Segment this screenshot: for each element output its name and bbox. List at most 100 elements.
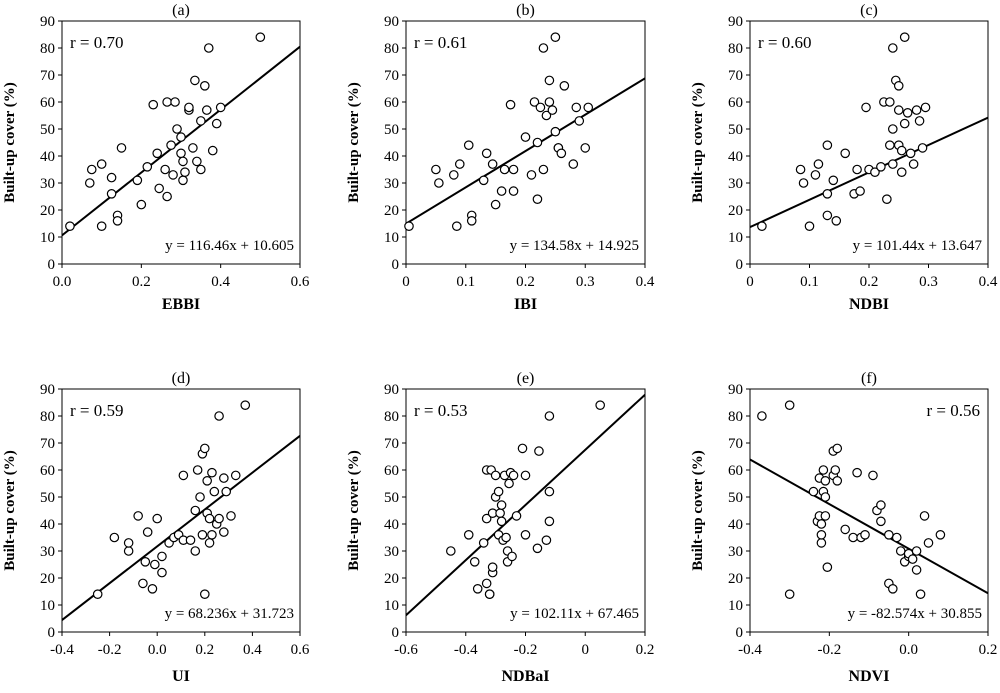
data-point <box>157 551 167 562</box>
data-point <box>496 516 507 527</box>
x-tick-label: 0.4 <box>636 274 655 290</box>
data-point <box>808 486 819 497</box>
data-point <box>219 527 229 537</box>
data-point <box>148 99 159 110</box>
data-point <box>861 102 871 113</box>
x-tick-label: -0.2 <box>98 642 122 658</box>
data-point <box>454 159 465 169</box>
y-tick-label: 60 <box>384 463 399 479</box>
data-point <box>860 529 870 540</box>
data-point <box>544 75 555 86</box>
data-point <box>490 199 501 210</box>
scatter-panel-a: (a) 0 10 20 30 40 50 60 70 80 90 0.0 0.2 0.4 0.6 EBBI Bu… <box>2 2 310 313</box>
data-point <box>166 140 176 150</box>
data-point <box>935 529 946 540</box>
data-point <box>150 559 160 570</box>
x-axis-label: NDBI <box>849 296 889 313</box>
y-tick-label: 10 <box>384 230 399 246</box>
correlation-label: r = 0.70 <box>70 33 124 52</box>
x-tick-label: 0.2 <box>516 274 535 290</box>
data-point <box>472 583 483 594</box>
data-point <box>484 589 495 599</box>
data-point <box>517 443 528 454</box>
data-point <box>168 170 178 180</box>
data-point <box>196 164 206 175</box>
data-point <box>201 105 212 115</box>
data-point <box>544 97 555 107</box>
data-point <box>508 164 519 175</box>
regression-equation: y = 68.236x + 31.723 <box>165 606 294 622</box>
correlation-label: r = 0.60 <box>758 33 812 52</box>
x-tick-label: -0.6 <box>394 642 418 658</box>
data-point <box>116 143 127 153</box>
data-point <box>192 156 202 167</box>
y-tick-label: 10 <box>728 598 743 614</box>
data-point <box>496 186 507 196</box>
data-point <box>192 465 203 475</box>
y-tick-label: 50 <box>40 490 55 506</box>
data-point <box>448 170 459 180</box>
data-point <box>487 159 498 169</box>
data-point <box>481 578 492 589</box>
data-point <box>820 475 831 486</box>
y-tick-label: 70 <box>728 68 743 84</box>
data-point <box>559 81 570 91</box>
data-point <box>520 132 531 142</box>
data-point <box>215 102 226 113</box>
data-point <box>214 411 224 421</box>
scatter-panel-f: (f) 0 10 20 30 40 50 60 70 80 90 -0.4 -0.2 0.0 0.2 NDVI… <box>690 370 997 685</box>
data-point <box>109 532 120 543</box>
data-point <box>200 443 210 454</box>
data-point <box>200 81 210 91</box>
x-tick-label: -0.2 <box>817 642 841 658</box>
data-point <box>784 589 795 599</box>
data-point <box>136 199 147 210</box>
y-tick-label: 0 <box>736 625 744 641</box>
data-point <box>221 486 232 497</box>
y-tick-label: 10 <box>40 598 55 614</box>
panel-label: (a) <box>172 2 190 19</box>
data-point <box>848 532 858 543</box>
data-point <box>162 97 172 107</box>
data-point <box>832 443 843 454</box>
data-point <box>106 172 117 183</box>
data-point <box>550 32 561 42</box>
data-point <box>184 102 194 113</box>
data-point <box>532 137 543 148</box>
data-point <box>204 513 215 524</box>
y-tick-label: 90 <box>384 14 399 30</box>
y-tick-label: 90 <box>728 382 743 398</box>
regression-equation: y = 134.58x + 14.925 <box>510 238 639 254</box>
data-point <box>852 467 862 478</box>
panel-label: (e) <box>517 370 535 387</box>
plot-frame <box>61 20 301 265</box>
data-point <box>493 486 504 497</box>
data-point <box>840 148 850 159</box>
y-axis-label: Built-up cover (%) <box>346 450 362 571</box>
data-point <box>520 470 531 481</box>
regression-equation: y = -82.574x + 30.855 <box>848 606 982 622</box>
data-point <box>520 529 531 540</box>
y-tick-label: 10 <box>728 230 743 246</box>
data-point <box>908 159 919 169</box>
data-point <box>511 511 522 521</box>
y-axis-label: Built-up cover (%) <box>346 82 362 203</box>
data-point <box>508 186 519 196</box>
x-tick-label: -0.2 <box>514 642 538 658</box>
data-point <box>178 470 189 481</box>
data-point <box>172 124 182 134</box>
data-point <box>541 535 552 545</box>
data-point <box>505 99 516 110</box>
data-point <box>96 159 107 169</box>
regression-line <box>750 458 988 595</box>
y-tick-label: 30 <box>384 544 399 560</box>
y-tick-label: 80 <box>384 409 399 425</box>
data-point <box>123 538 134 548</box>
y-tick-label: 50 <box>384 490 399 506</box>
correlation-label: r = 0.53 <box>414 401 468 420</box>
x-tick-label: 0.2 <box>636 642 655 658</box>
x-tick-label: 0.0 <box>899 642 918 658</box>
data-point <box>504 478 514 489</box>
data-point <box>885 97 895 107</box>
